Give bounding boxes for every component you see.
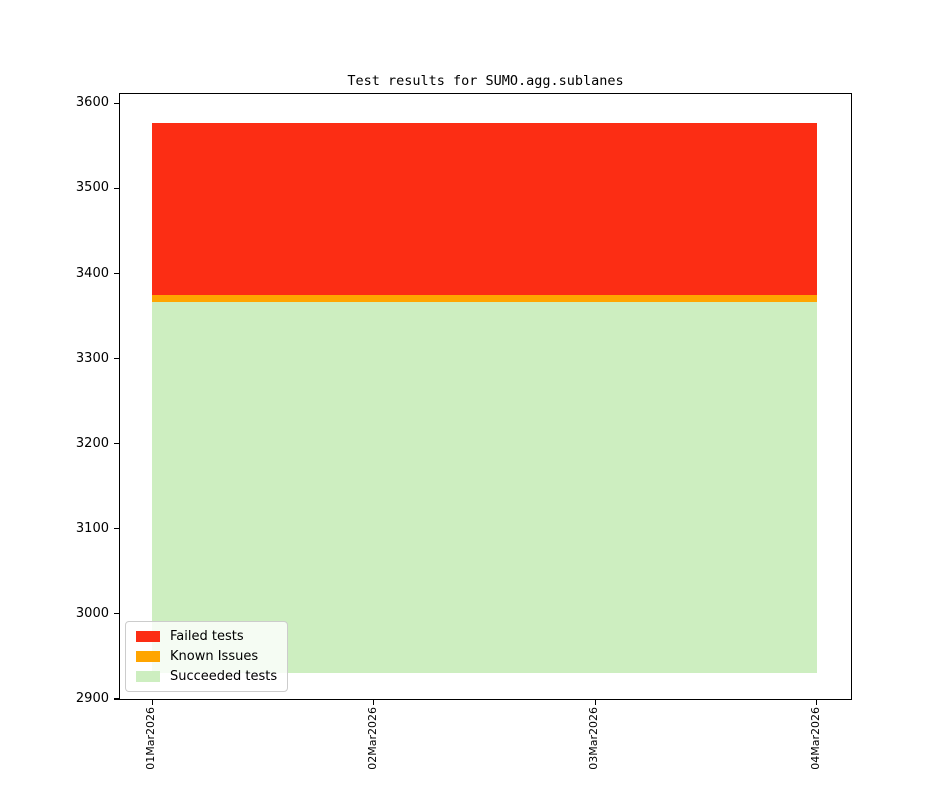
y-axis-tick-label: 3500 [75, 180, 109, 196]
x-axis-tick-label: 01Mar2026 [144, 707, 158, 770]
y-axis-tick-mark [114, 358, 119, 360]
y-axis-tick-label: 3300 [75, 350, 109, 366]
legend-swatch [136, 631, 160, 642]
area-known-issues [152, 294, 817, 303]
y-axis-tick-label: 3400 [75, 265, 109, 281]
legend-item: Succeeded tests [136, 669, 277, 684]
legend-swatch [136, 671, 160, 682]
y-axis-tick-mark [114, 187, 119, 190]
x-axis-tick-label: 03Mar2026 [587, 707, 601, 770]
x-axis-tick-mark [816, 700, 818, 705]
legend: Failed tests Known Issues Succeeded tests [125, 621, 289, 692]
y-axis-tick-label: 3200 [75, 435, 109, 451]
y-axis-tick-mark [114, 528, 119, 530]
y-axis-tick-mark [114, 613, 119, 615]
x-axis-tick-mark [151, 700, 153, 705]
y-axis-tick-label: 3100 [75, 520, 109, 536]
plot-area: 2900 3000 3100 3200 3300 3400 3500 3600 01Mar202… [76, 93, 852, 770]
y-axis-tick-mark [114, 698, 119, 700]
legend-swatch [136, 651, 160, 662]
x-axis-tick-label: 02Mar2026 [365, 707, 379, 770]
chart-title: Test results for SUMO.agg.sublanes [347, 73, 624, 89]
y-axis-tick-label: 2900 [75, 691, 109, 706]
legend-item: Failed tests [136, 629, 277, 644]
legend-item: Known Issues [136, 649, 277, 664]
y-axis-tick-mark [114, 272, 119, 275]
legend-label: Succeeded tests [170, 669, 278, 684]
x-axis-tick-mark [373, 700, 375, 705]
y-axis-tick-label: 3600 [75, 95, 109, 111]
y-axis-tick-mark [114, 102, 119, 104]
x-axis-tick-mark [594, 700, 596, 705]
legend-label: Known Issues [170, 649, 259, 664]
area-succeeded-tests [152, 302, 817, 674]
area-failed-tests [152, 122, 817, 295]
x-axis-tick-label: 04Mar2026 [808, 707, 822, 770]
legend-label: Failed tests [170, 629, 244, 644]
y-axis-tick-mark [114, 443, 119, 445]
y-axis-tick-label: 3000 [75, 605, 109, 621]
